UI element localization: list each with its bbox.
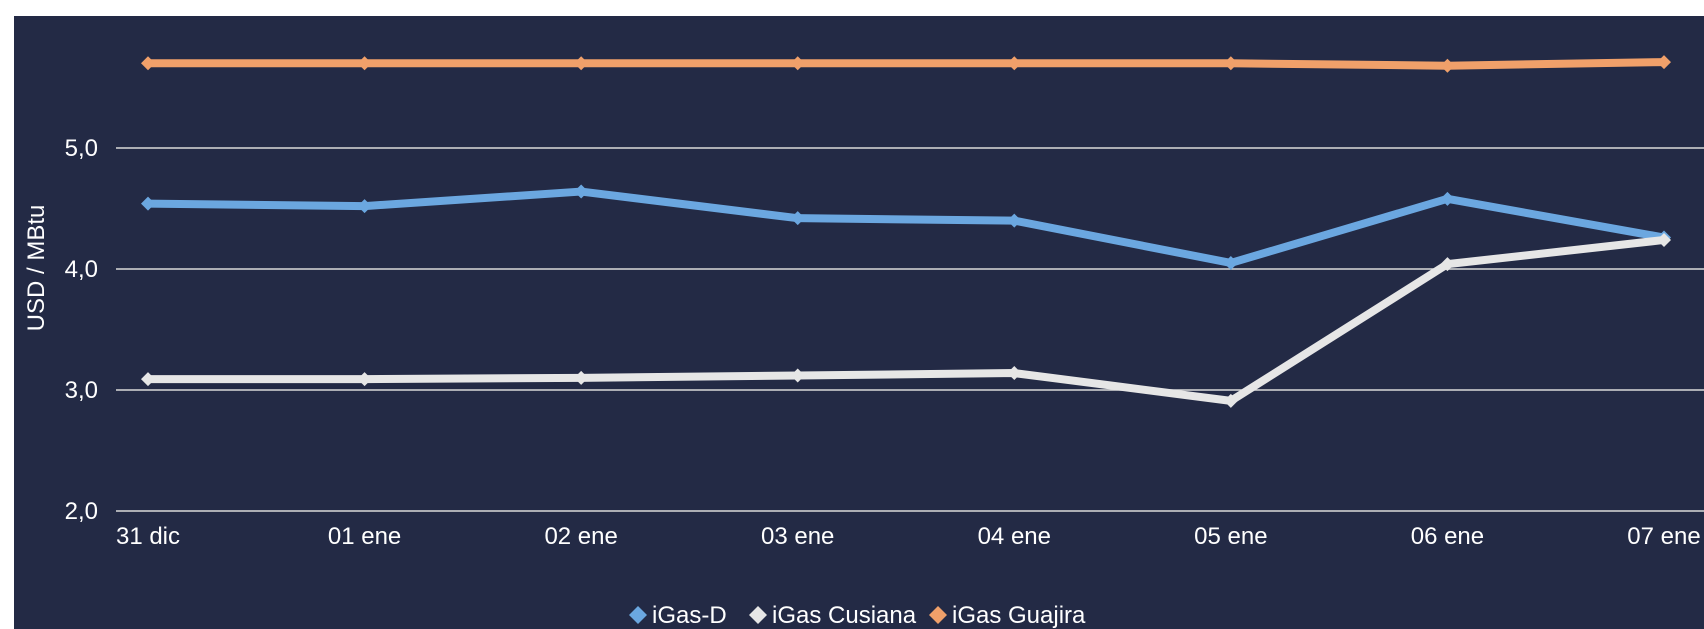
gridlines [116, 147, 1704, 512]
data-point [1440, 257, 1455, 272]
legend-marker [929, 606, 947, 624]
data-point [1223, 255, 1238, 270]
data-point [1007, 56, 1022, 71]
series-line [144, 58, 1668, 70]
legend-label: iGas-D [652, 602, 727, 629]
x-tick-label: 01 ene [328, 523, 401, 550]
series-igas-cusiana [141, 232, 1671, 408]
legend-marker [749, 606, 767, 624]
legend-label: iGas Guajira [952, 602, 1086, 629]
data-point [790, 368, 805, 383]
x-tick-label: 31 dic [116, 523, 180, 550]
chart-area: 2,0 3,0 4,0 5,0 31 dic 01 ene 02 ene 03 ene 04 … [14, 16, 1704, 629]
x-tick-label: 04 ene [978, 523, 1051, 550]
line-chart: 2,0 3,0 4,0 5,0 31 dic 01 ene 02 ene 03 ene 04 … [23, 55, 1704, 629]
data-point [1007, 366, 1022, 381]
data-point [574, 184, 589, 199]
data-point [1007, 213, 1022, 228]
data-point [574, 56, 589, 71]
legend-marker [629, 606, 647, 624]
x-tick-label: 05 ene [1194, 523, 1267, 550]
series-line [144, 187, 1668, 267]
legend-label: iGas Cusiana [772, 602, 917, 629]
x-tick-label: 07 ene [1627, 523, 1700, 550]
data-point [357, 372, 372, 387]
series-lines [141, 55, 1671, 408]
data-point [790, 211, 805, 226]
series-line [144, 235, 1668, 405]
data-point [574, 370, 589, 385]
x-tick-label: 06 ene [1411, 523, 1484, 550]
data-point [1223, 393, 1238, 408]
data-point [1657, 232, 1671, 247]
data-point [1657, 55, 1671, 70]
y-axis-title: USD / MBtu [23, 205, 50, 332]
series-igas-d [141, 184, 1671, 270]
y-tick-label: 4,0 [65, 256, 98, 283]
legend: iGas-D iGas Cusiana iGas Guajira [629, 602, 1086, 629]
data-point [1440, 191, 1455, 206]
series-igas-guajira [141, 55, 1671, 73]
y-tick-label: 3,0 [65, 377, 98, 404]
x-axis-ticks: 31 dic 01 ene 02 ene 03 ene 04 ene 05 ene 06 e… [116, 523, 1701, 550]
y-axis-ticks: 2,0 3,0 4,0 5,0 [65, 135, 98, 525]
data-point [790, 56, 805, 71]
y-tick-label: 2,0 [65, 498, 98, 525]
x-tick-label: 03 ene [761, 523, 834, 550]
data-point [141, 56, 155, 71]
data-point [357, 199, 372, 214]
data-point [1440, 58, 1455, 73]
data-point [141, 196, 155, 211]
x-tick-label: 02 ene [544, 523, 617, 550]
y-tick-label: 5,0 [65, 135, 98, 162]
data-point [141, 372, 155, 387]
data-point [357, 56, 372, 71]
data-point [1223, 56, 1238, 71]
